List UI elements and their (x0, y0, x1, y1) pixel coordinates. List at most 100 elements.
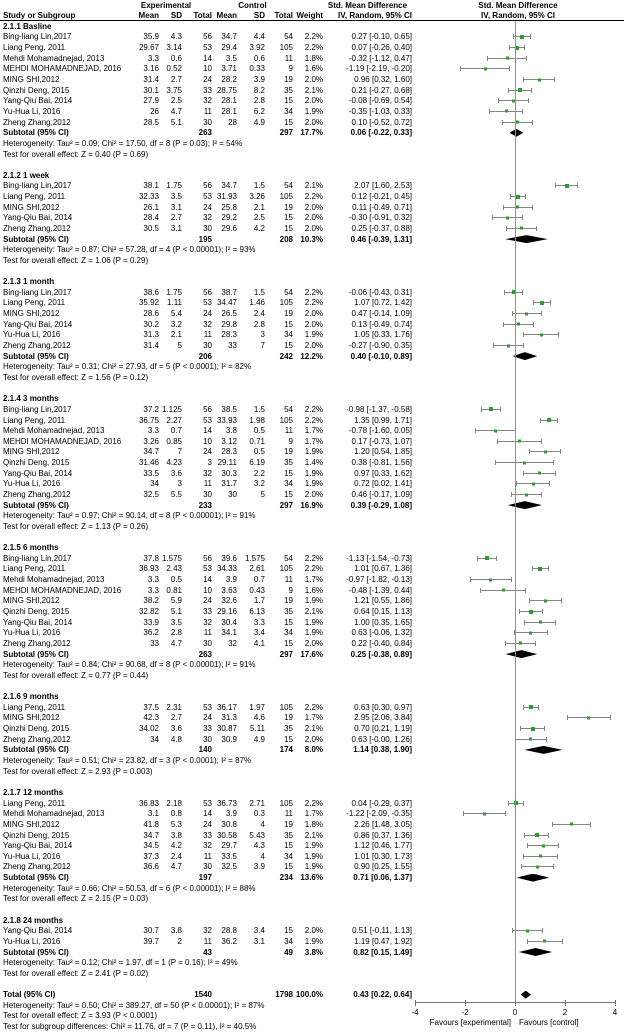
exp-mean: 34.5 (143, 841, 159, 851)
ctl-mean: 25.8 (221, 202, 237, 212)
exp-sd: 4.8 (170, 734, 182, 744)
ci-cap-right (542, 928, 544, 934)
exp-mean: 32.82 (138, 607, 159, 617)
ctl-sd: 4.9 (253, 117, 265, 127)
weight: 1.9% (304, 851, 323, 861)
ctl-total: 297 (279, 649, 293, 659)
exp-sd: 2.1 (170, 330, 182, 340)
study-row: Liang Peng, 2011 37.5 2.31 53 36.17 1.97 105 2.… (0, 702, 624, 713)
study-name: Bing-liang Lin,2017 (3, 553, 72, 563)
col-header-ctl-total: Total (274, 10, 293, 20)
study-row: MEHDI MOHAMADNEJAD, 2016 3.26 0.85 10 3.12 0.… (0, 436, 624, 447)
study-row: Yang-Qiu Bai, 2014 34.5 4.2 32 29.7 4.3 15 1.9%… (0, 840, 624, 851)
spacer-row (0, 979, 624, 990)
exp-mean: 26.1 (143, 202, 159, 212)
exp-sd: 1.125 (161, 404, 182, 414)
plot-cell (412, 606, 624, 617)
ctl-sd: 4.6 (253, 713, 265, 723)
ci-cap-left (528, 449, 530, 455)
subtotal-row: Subtotal (95% CI) 43 49 3.8% 0.82 [0.15, 1.4… (0, 947, 624, 958)
ctl-total: 19 (284, 75, 293, 85)
plot-cell (412, 596, 624, 607)
overall-effect-row: Test for overall effect: Z = 2.41 (P = 0… (0, 968, 624, 979)
weight: 1.4% (304, 458, 323, 468)
ctl-mean: 30.58 (216, 830, 237, 840)
ci-cap-left (494, 460, 496, 466)
plot-cell (412, 64, 624, 75)
smd-ci-text: -0.30 [-0.91, 0.32] (348, 213, 412, 223)
weight: 16.9% (300, 500, 323, 510)
exp-total: 195 (198, 234, 212, 244)
ctl-total: 15 (284, 213, 293, 223)
heterogeneity-row: Heterogeneity: Tau² = 0.50; Chi² = 389.2… (0, 1000, 624, 1011)
weight: 1.9% (304, 936, 323, 946)
smd-ci-text: 0.63 [0.30, 0.97] (354, 702, 412, 712)
exp-sd: 0.52 (166, 64, 182, 74)
study-row: Mehdi Mohamadnejad, 2013 3.3 0.7 14 3.8 0.5 11… (0, 425, 624, 436)
effect-marker (516, 205, 520, 209)
exp-mean: 33 (150, 638, 159, 648)
exp-total: 56 (203, 181, 212, 191)
plot-cell (412, 510, 624, 521)
ctl-sd: 1.5 (253, 404, 265, 414)
plot-cell (412, 542, 624, 553)
ctl-sd: 4 (260, 851, 265, 861)
exp-sd: 2.8 (170, 628, 182, 638)
spacer-row (0, 776, 624, 787)
exp-total: 233 (198, 500, 212, 510)
ctl-total: 35 (284, 607, 293, 617)
weight: 1.7% (304, 809, 323, 819)
ctl-sd: 2.1 (253, 202, 265, 212)
weight: 2.2% (304, 553, 323, 563)
plot-cell (412, 702, 624, 713)
weight: 2.0% (304, 117, 323, 127)
col-header-study: Study or Subgroup (3, 10, 76, 20)
ctl-total: 34 (284, 936, 293, 946)
exp-mean: 37.8 (143, 553, 159, 563)
exp-total: 263 (198, 649, 212, 659)
ctl-total: 234 (279, 873, 293, 883)
study-name: Zheng Zhang,2012 (3, 490, 71, 499)
exp-total: 14 (203, 809, 212, 819)
subtotal-row: Subtotal (95% CI) 263 297 17.7% 0.06 [-0.22,… (0, 127, 624, 138)
smd-ci-text: 0.86 [0.37, 1.36] (354, 830, 412, 840)
plot-cell (412, 181, 624, 192)
ci-cap-left (520, 726, 522, 732)
ctl-total: 15 (284, 319, 293, 329)
ctl-total: 35 (284, 830, 293, 840)
ctl-sd: 1.98 (249, 415, 265, 425)
ctl-sd: 3 (260, 330, 265, 340)
ctl-total: 54 (284, 553, 293, 563)
axis-tick-label: -4 (411, 1008, 419, 1017)
smd-ci-text: 0.27 [-0.10, 0.65] (351, 32, 413, 42)
ctl-mean: 30.87 (216, 724, 237, 734)
effect-marker (543, 939, 547, 943)
study-name: Qinzhi Deng, 2015 (3, 458, 70, 468)
exp-total: 197 (198, 873, 212, 883)
smd-ci-text: 1.14 [0.38, 1.90] (353, 745, 412, 755)
effect-marker (587, 716, 591, 720)
ci-cap-left (504, 289, 506, 295)
ctl-total: 34 (284, 330, 293, 340)
smd-ci-text: 0.63 [-0.06, 1.32] (351, 628, 413, 638)
exp-mean: 41.8 (143, 819, 159, 829)
ci-cap-left (502, 119, 503, 125)
ci-cap-left (492, 215, 494, 221)
ci-cap-right (557, 853, 559, 859)
exp-total: 53 (203, 298, 212, 308)
effect-marker (518, 88, 523, 93)
ctl-sd: 0.5 (253, 447, 265, 457)
exp-mean: 31.3 (143, 330, 159, 340)
ctl-total: 19 (284, 447, 293, 457)
spacer-row (0, 266, 624, 277)
study-name: Yang-Qiu Bai, 2014 (3, 319, 73, 329)
exp-total: 10 (203, 436, 212, 446)
ctl-total: 1798 (275, 990, 293, 1000)
exp-mean: 3.3 (147, 53, 159, 63)
ci-cap-left (502, 204, 504, 210)
effect-marker (536, 865, 539, 869)
smd-ci-text: 1.01 [0.30, 1.73] (354, 851, 412, 861)
study-name: Yu-Hua Li, 2016 (3, 936, 61, 946)
exp-sd: 2.43 (166, 564, 182, 574)
ci-cap-right (505, 811, 507, 817)
